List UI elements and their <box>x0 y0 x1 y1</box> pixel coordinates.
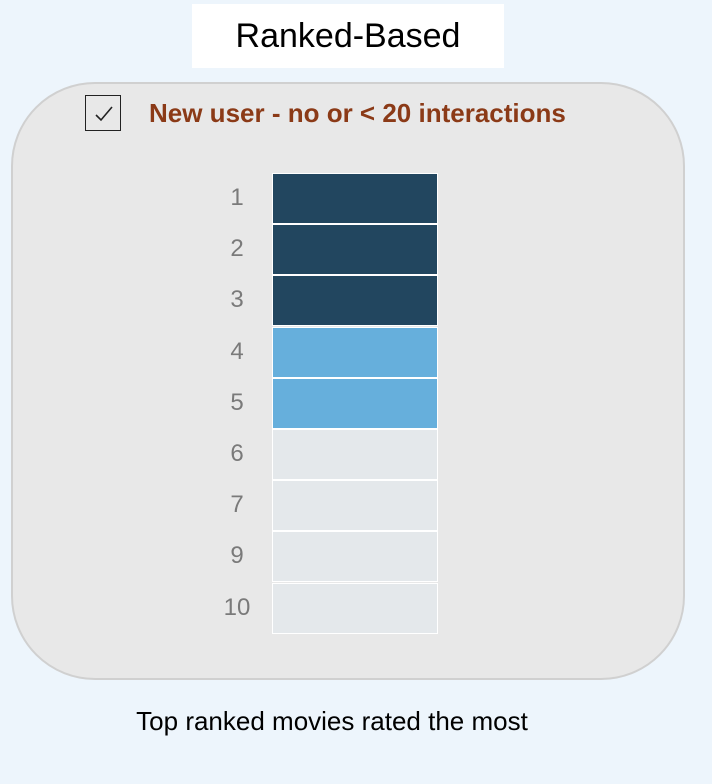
rank-cell <box>272 429 438 480</box>
rank-number: 2 <box>230 235 244 262</box>
rank-cell <box>272 327 438 378</box>
rank-number: 4 <box>230 338 244 365</box>
diagram-caption: Top ranked movies rated the most <box>136 706 528 736</box>
rank-number: 10 <box>223 594 251 621</box>
new-user-label: New user - no or < 20 interactions <box>149 98 566 128</box>
diagram-title: Ranked-Based <box>192 4 504 68</box>
rank-number: 6 <box>230 440 244 467</box>
rank-number: 1 <box>230 184 244 211</box>
checkmark-icon <box>95 106 113 122</box>
rank-cell <box>272 173 438 224</box>
rank-number: 7 <box>230 491 244 518</box>
rank-number: 5 <box>230 389 244 416</box>
rank-cell <box>272 583 438 634</box>
rank-number: 3 <box>230 286 244 313</box>
new-user-checkbox[interactable] <box>85 95 121 131</box>
rank-cell <box>272 480 438 531</box>
rank-cell <box>272 224 438 275</box>
rank-number: 9 <box>230 542 244 569</box>
rank-cell <box>272 378 438 429</box>
rank-cell <box>272 531 438 582</box>
rank-cell <box>272 275 438 326</box>
